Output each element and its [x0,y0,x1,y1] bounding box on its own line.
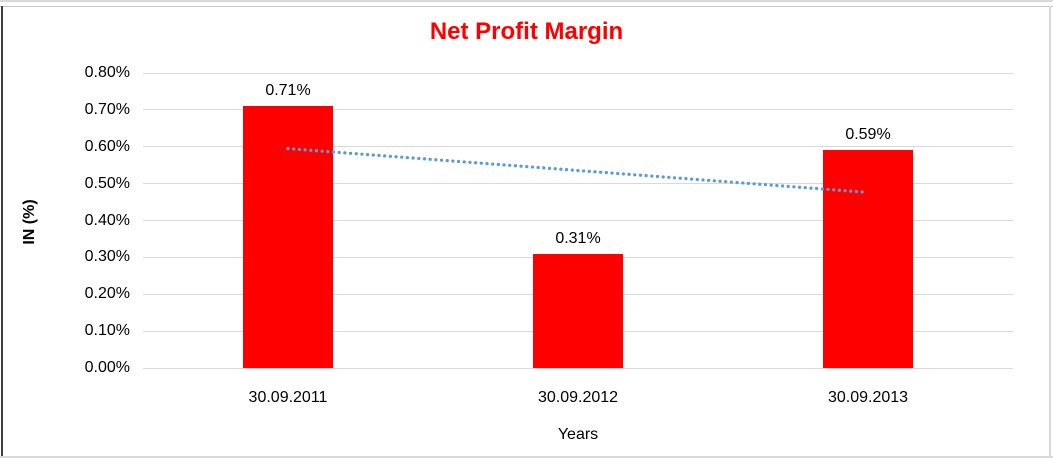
y-tick-label: 0.60% [84,137,130,155]
chart-title: Net Profit Margin [429,18,624,45]
y-tick-label: 0.00% [84,359,130,376]
x-tick-label: 30.09.2013 [827,389,909,406]
gridline [143,72,1013,74]
bar-value-label: 0.59% [845,126,891,144]
y-axis-title: IN (%) [21,199,38,245]
x-tick-label: 30.09.2011 [248,389,328,406]
frame-left-line [1,6,3,458]
bar-30.09.2011 [243,106,333,368]
frame-top-line [0,0,1053,2]
gridline [143,220,1013,221]
y-tick-label: 0.20% [84,285,130,303]
frame-bottom-line [0,456,1053,458]
bar-30.09.2013 [823,150,913,368]
gridline [143,109,1013,111]
y-tick-label: 0.30% [84,248,130,266]
frame-top-inner-line [0,6,1053,7]
y-tick-label: 0.50% [84,174,130,192]
y-tick-label: 0.70% [84,100,130,118]
bar-30.09.2012 [533,253,623,368]
bar-value-label: 0.31% [555,229,601,247]
y-tick-label: 0.10% [84,322,130,340]
x-axis-title: Years [557,426,599,443]
x-tick-label: 30.09.2012 [537,389,619,406]
frame-right-line [1049,6,1051,458]
y-tick-label: 0.80% [84,64,130,81]
y-tick-label: 0.40% [84,211,130,229]
bar-value-label: 0.71% [265,82,311,100]
gridline [143,146,1013,148]
gridline [143,367,1013,369]
